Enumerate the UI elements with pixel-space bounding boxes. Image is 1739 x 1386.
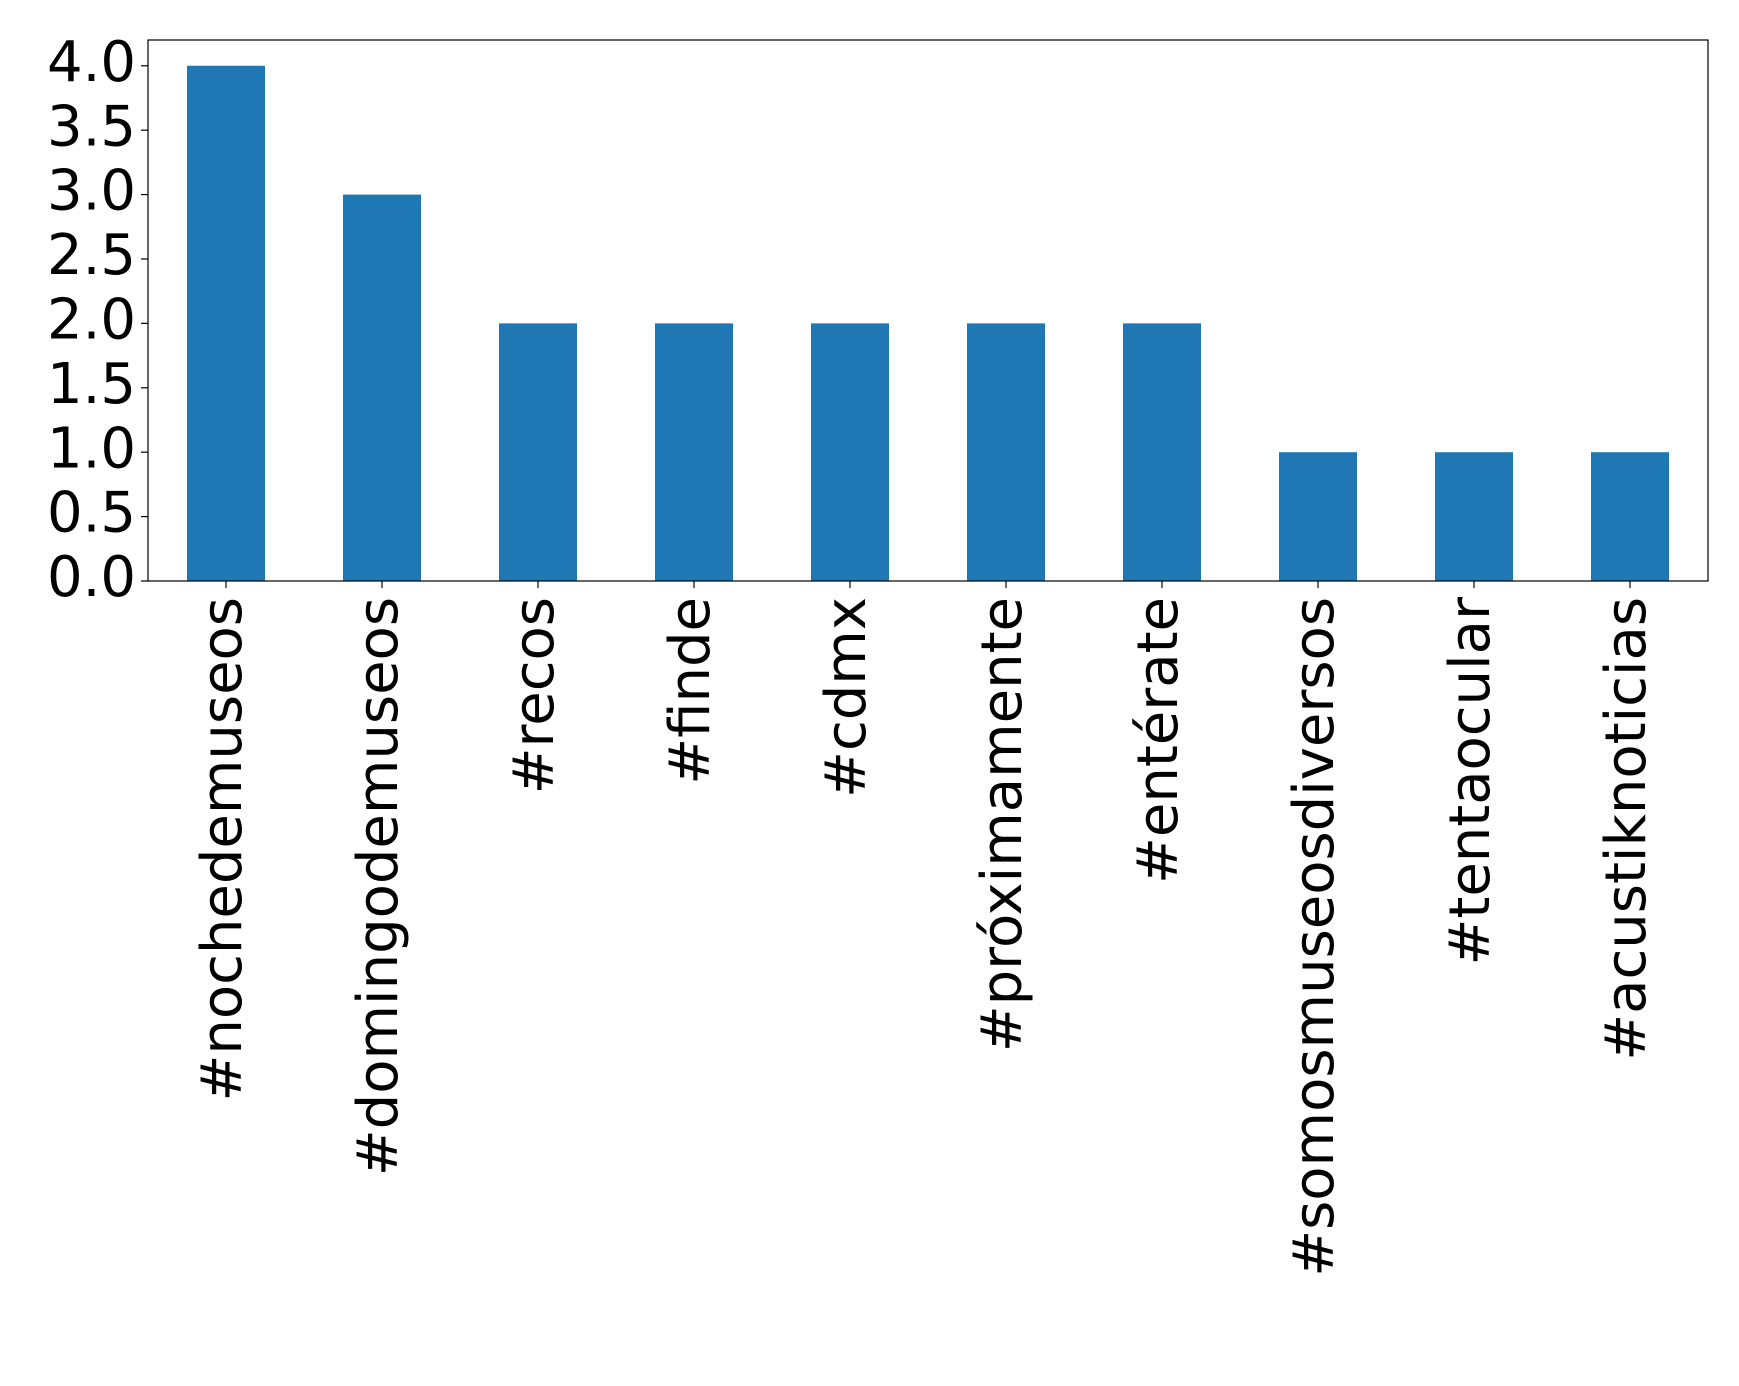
bar <box>1279 452 1357 581</box>
bar <box>811 323 889 581</box>
y-tick-label: 2.0 <box>47 288 136 353</box>
x-tick-label: #somosmuseosdiversos <box>1282 597 1347 1277</box>
x-tick-label: #domingodemuseos <box>346 597 411 1176</box>
x-tick-label: #entérate <box>1126 597 1191 884</box>
bar <box>1123 323 1201 581</box>
y-tick-label: 0.5 <box>47 481 136 546</box>
bar <box>655 323 733 581</box>
bar <box>1591 452 1669 581</box>
bar <box>187 65 265 581</box>
y-tick-label: 3.5 <box>47 94 136 159</box>
y-tick-label: 4.0 <box>47 30 136 95</box>
x-tick-label: #finde <box>658 597 723 785</box>
x-tick-label: #tentaocular <box>1438 596 1503 966</box>
bar <box>343 194 421 582</box>
x-tick-label: #cdmx <box>814 597 879 798</box>
bar <box>499 323 577 581</box>
y-tick-label: 1.5 <box>47 352 136 417</box>
x-tick-label: #nochedemuseos <box>190 597 255 1102</box>
y-tick-label: 2.5 <box>47 223 136 288</box>
bar <box>1435 452 1513 581</box>
bar <box>967 323 1045 581</box>
y-tick-label: 0.0 <box>47 545 136 610</box>
x-tick-label: #próximamente <box>970 597 1035 1052</box>
y-tick-label: 1.0 <box>47 416 136 481</box>
x-tick-label: #acustiknoticias <box>1594 597 1659 1061</box>
y-tick-label: 3.0 <box>47 159 136 224</box>
x-tick-label: #recos <box>502 597 567 794</box>
plot-frame <box>147 39 1709 582</box>
